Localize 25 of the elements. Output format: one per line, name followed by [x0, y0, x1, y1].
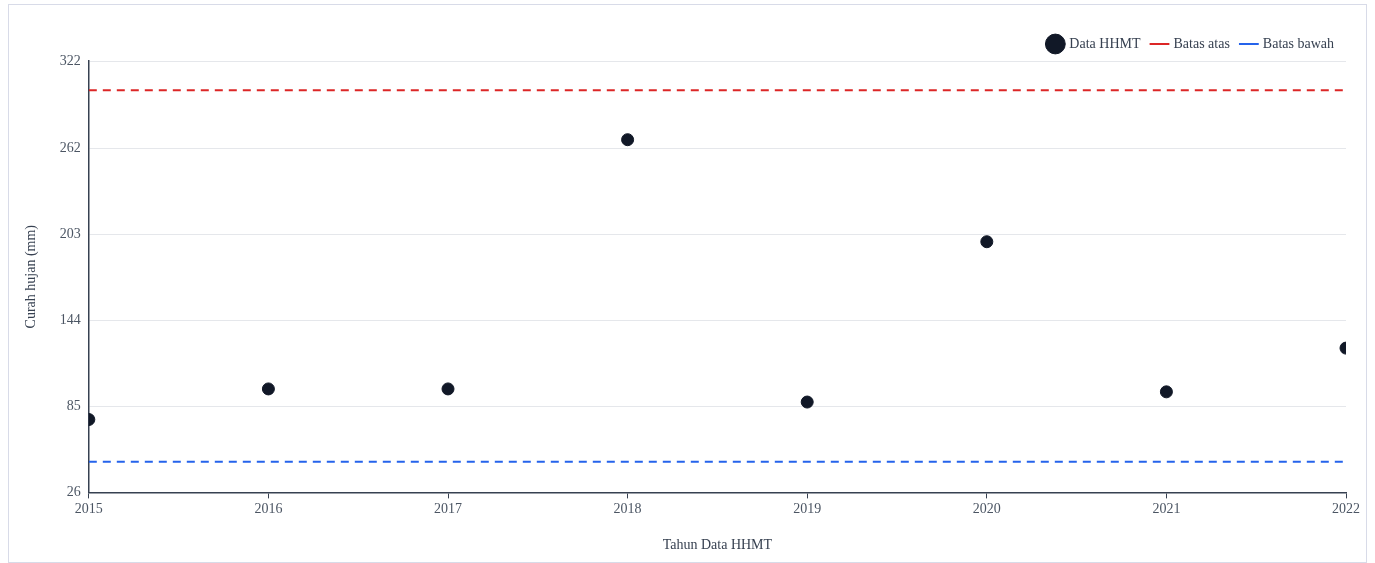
y-tick-label: 322	[59, 52, 81, 68]
point	[441, 382, 455, 396]
point	[1159, 385, 1173, 399]
x-axis-title: Tahun Data HHMT	[662, 537, 773, 553]
x-tick-label: 2018	[613, 501, 642, 517]
x-tick-label: 2016	[254, 501, 283, 517]
x-tick-label: 2017	[434, 501, 462, 517]
legend-label: Batas bawah	[1262, 35, 1335, 51]
y-axis-title: Curah hujan (mm)	[23, 224, 40, 329]
x-tick-label: 2015	[74, 501, 103, 517]
x-tick-label: 2022	[1332, 501, 1360, 517]
point	[980, 235, 994, 249]
y-tick-label: 262	[59, 140, 81, 156]
legend-label: Data HHMT	[1069, 35, 1141, 51]
point	[621, 133, 635, 147]
y-tick-label: 144	[59, 312, 81, 328]
point	[800, 395, 814, 409]
x-tick-label: 2021	[1152, 501, 1181, 517]
legend-label: Batas atas	[1173, 35, 1230, 51]
y-tick-label: 85	[66, 398, 81, 414]
y-tick-label: 26	[66, 484, 81, 500]
point	[261, 382, 275, 396]
x-tick-label: 2019	[793, 501, 822, 517]
x-tick-label: 2020	[972, 501, 1001, 517]
y-tick-label: 203	[59, 226, 81, 242]
